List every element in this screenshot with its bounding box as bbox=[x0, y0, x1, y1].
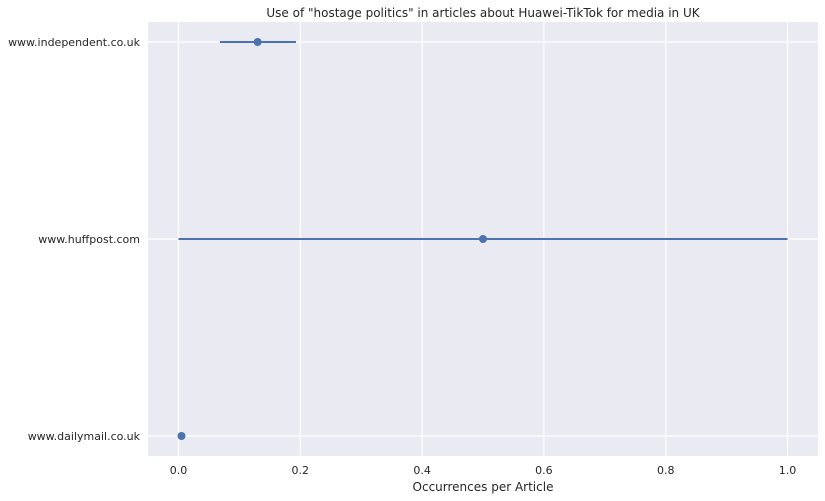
y-tick-labels: www.independent.co.uk www.huffpost.com www… bbox=[8, 36, 141, 443]
y-tick-label: www.independent.co.uk bbox=[8, 36, 141, 49]
x-tick-label: 1.0 bbox=[779, 464, 797, 477]
y-tick-label: www.huffpost.com bbox=[38, 233, 140, 246]
data-point bbox=[177, 432, 186, 440]
data-point bbox=[479, 235, 487, 243]
x-tick-label: 0.4 bbox=[413, 464, 431, 477]
x-tick-label: 0.0 bbox=[170, 464, 188, 477]
chart-title: Use of "hostage politics" in articles ab… bbox=[266, 6, 700, 20]
x-tick-labels: 0.0 0.2 0.4 0.6 0.8 1.0 bbox=[170, 464, 797, 477]
x-tick-label: 0.8 bbox=[657, 464, 675, 477]
x-tick-label: 0.2 bbox=[292, 464, 310, 477]
data-marks bbox=[177, 38, 788, 440]
x-tick-label: 0.6 bbox=[535, 464, 553, 477]
y-tick-label: www.dailymail.co.uk bbox=[28, 430, 141, 443]
x-axis-title: Occurrences per Article bbox=[413, 480, 554, 494]
data-point bbox=[253, 38, 262, 46]
